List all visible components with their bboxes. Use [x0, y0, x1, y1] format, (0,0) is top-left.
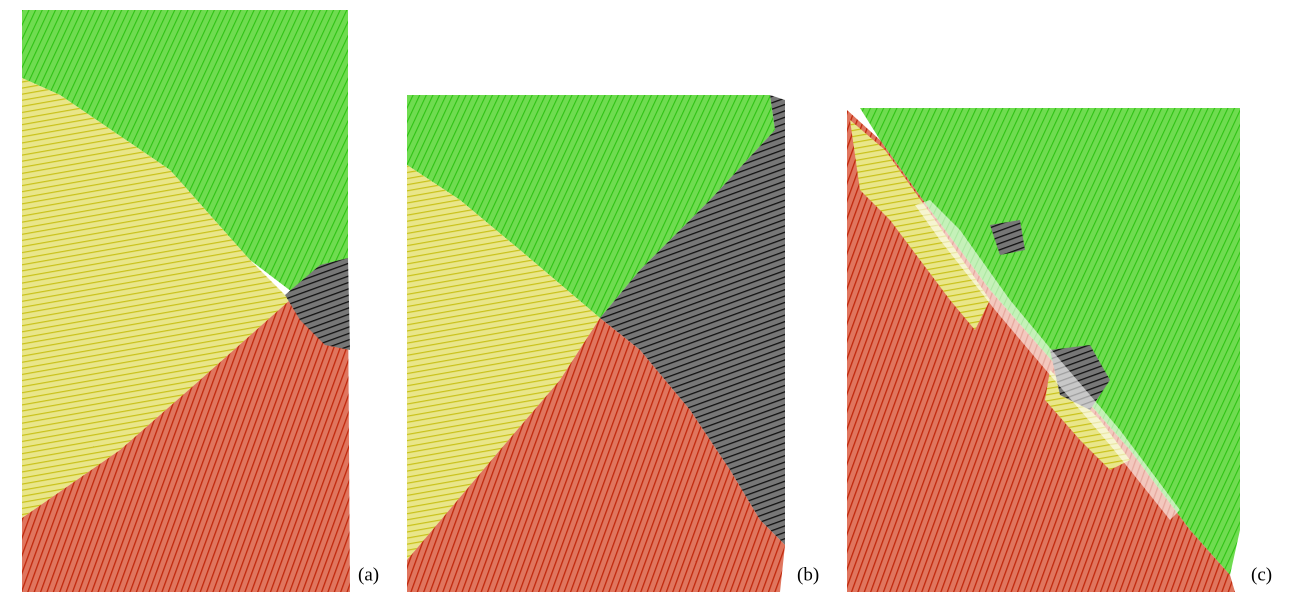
panel-a	[22, 10, 350, 592]
region-green	[22, 10, 348, 298]
region-red	[407, 318, 785, 592]
region-black	[285, 258, 350, 350]
panel-b	[407, 95, 785, 592]
region-green	[407, 95, 775, 318]
panel-label: (c)	[1251, 564, 1272, 585]
region-black-patch	[990, 220, 1025, 255]
panel-label: (b)	[797, 564, 819, 585]
region-black	[600, 95, 785, 545]
region-yellow	[407, 165, 600, 560]
panel-c	[847, 108, 1240, 592]
region-red	[22, 300, 350, 592]
region-white-band	[915, 200, 1180, 520]
panel-label: (a)	[358, 564, 379, 585]
region-yellow	[22, 78, 290, 518]
region-black-patch	[1050, 345, 1110, 410]
region-green	[860, 108, 1240, 575]
region-yellow-streak	[850, 120, 990, 330]
